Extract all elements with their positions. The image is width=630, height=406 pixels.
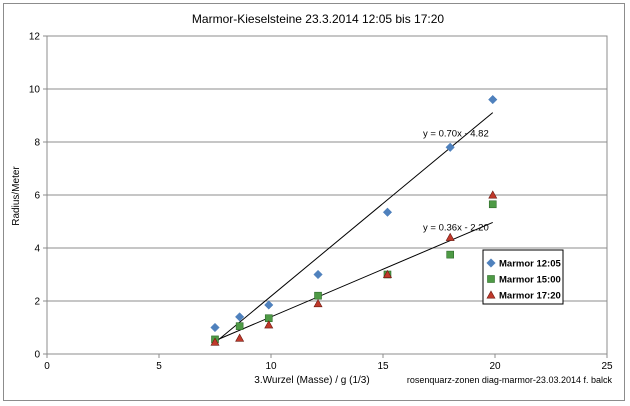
legend-items: Marmor 12:05 Marmor 15:00 Marmor 17:20 [486, 258, 561, 302]
y-tick-label: 10 [29, 85, 41, 96]
y-tick-label: 4 [34, 244, 40, 255]
trendline [214, 221, 493, 342]
y-axis-label: Radius/Meter [11, 166, 22, 226]
legend-label: Marmor 12:05 [499, 259, 561, 270]
legend-box [482, 249, 564, 305]
x-tick-label: 10 [265, 361, 277, 372]
data-point [314, 291, 322, 300]
x-tick-label: 20 [489, 361, 501, 372]
axis-ticks: 0 2 4 6 8 10 12 0 5 10 15 20 25 [29, 32, 613, 373]
data-point [445, 142, 455, 152]
data-point [235, 322, 244, 330]
x-axis-label: 3.Wurzel (Masse) / g (1/3) [254, 375, 369, 386]
gridlines [47, 35, 607, 355]
y-tick-label: 6 [34, 191, 40, 202]
legend-marker [487, 275, 495, 283]
data-point [264, 320, 274, 329]
data-point [488, 190, 498, 199]
data-point [382, 269, 392, 279]
data-point [234, 312, 245, 322]
legend-marker [486, 290, 496, 299]
y-tick-label: 0 [34, 350, 40, 361]
x-tick-label: 0 [44, 361, 50, 372]
data-point [446, 250, 455, 259]
trendline-equation: y = 0.70x - 4.82 [423, 129, 489, 140]
data-point [488, 94, 498, 105]
chart-frame [3, 3, 625, 401]
trendlines: y = 0.70x - 4.82 y = 0.36x - 2.20 [214, 112, 494, 343]
trendline-equation: y = 0.36x - 2.20 [423, 222, 489, 233]
data-point [313, 269, 323, 280]
legend-marker [486, 258, 496, 268]
x-tick-label: 5 [156, 361, 162, 372]
x-tick-label: 25 [601, 361, 613, 372]
data-point [313, 299, 323, 308]
data-point [445, 232, 455, 241]
y-tick-label: 2 [34, 297, 40, 308]
data-point [210, 322, 220, 333]
x-tick-label: 15 [377, 361, 389, 372]
data-points [210, 94, 498, 346]
data-point [235, 333, 245, 342]
y-tick-label: 12 [29, 32, 41, 43]
chart-footnote: rosenquarz-zonen diag-marmor-23.03.2014 … [407, 375, 613, 385]
data-point [210, 337, 220, 346]
data-point [264, 300, 274, 310]
y-tick-label: 8 [34, 138, 40, 149]
data-point [488, 200, 497, 209]
legend: Marmor 12:05 Marmor 15:00 Marmor 17:20 [482, 249, 564, 305]
trendline [214, 112, 494, 343]
chart-title: Marmor-Kieselsteine 23.3.2014 12:05 bis … [192, 12, 444, 26]
legend-label: Marmor 15:00 [499, 275, 561, 286]
legend-label: Marmor 17:20 [499, 291, 561, 302]
data-point [382, 207, 393, 217]
